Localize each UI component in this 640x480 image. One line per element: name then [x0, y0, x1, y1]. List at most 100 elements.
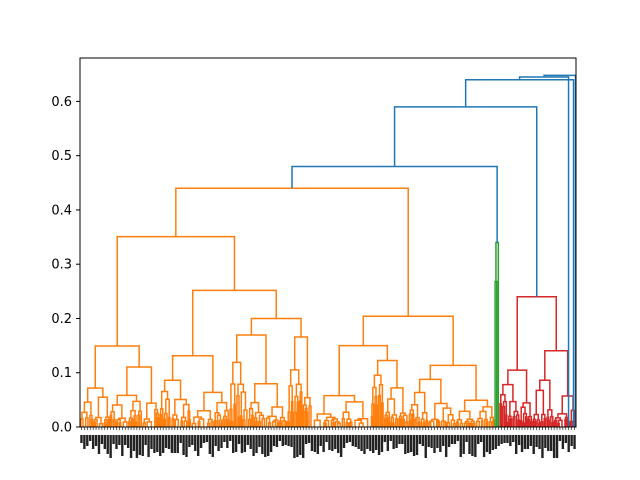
dendrogram-link-242	[499, 403, 503, 427]
leaf-label-167	[567, 435, 570, 452]
dendrogram-link-184	[399, 412, 406, 417]
dendrogram-link-0	[80, 418, 84, 427]
leaf-label-105	[386, 435, 390, 451]
leaf-label-123	[439, 435, 442, 452]
leaf-label-14	[121, 435, 124, 456]
dendrogram-link-122	[296, 401, 299, 427]
dendrogram-link-282	[553, 419, 558, 427]
leaf-label-97	[363, 435, 366, 454]
leaf-label-71	[287, 435, 290, 446]
leaf-label-61	[258, 435, 261, 447]
dendrogram-link-297	[516, 296, 557, 371]
leaf-label-68	[278, 435, 282, 441]
dendrogram-link-95	[251, 414, 254, 427]
dendrogram-link-147	[325, 416, 336, 421]
leaf-label-120	[430, 435, 433, 448]
dendrogram-link-142	[332, 422, 335, 427]
leaf-label-35	[182, 435, 185, 455]
leaf-label-51	[229, 435, 232, 441]
leaf-label-128	[453, 435, 457, 444]
leaf-label-111	[404, 435, 407, 454]
dendrogram-link-243	[502, 405, 506, 427]
leaf-label-126	[447, 435, 451, 447]
dendrogram-link-253	[513, 410, 519, 417]
leaf-label-151	[520, 435, 524, 452]
leaf-label-150	[517, 435, 521, 445]
dendrogram-link-233	[492, 419, 495, 427]
dendrogram-link-270	[533, 413, 539, 421]
dendrogram-link-176	[394, 418, 399, 427]
dendrogram-link-219	[467, 422, 471, 427]
dendrogram-link-78	[224, 409, 229, 421]
dendrogram-link-256	[519, 420, 523, 427]
dendrogram-link-45	[159, 408, 164, 427]
leaf-label-125	[444, 435, 448, 457]
dendrogram-link-188	[409, 419, 413, 427]
dendrogram-link-244	[504, 414, 508, 427]
leaf-label-40	[196, 435, 200, 456]
leaf-label-74	[296, 435, 299, 457]
leaf-label-93	[351, 435, 354, 446]
dendrogram-link-215	[455, 421, 459, 427]
dendrogram-link-158	[345, 401, 364, 419]
y-tick-label-5: 0.5	[51, 149, 72, 164]
leaf-label-43	[205, 435, 209, 442]
dendrogram-link-55	[183, 420, 188, 427]
leaf-label-56	[243, 435, 247, 452]
leaf-label-81	[316, 435, 319, 454]
leaf-label-21	[141, 435, 144, 456]
leaf-label-69	[281, 435, 284, 446]
leaf-label-60	[255, 435, 258, 453]
dendrogram-link-139	[324, 422, 327, 427]
dendrogram-link-290	[568, 422, 572, 427]
dendrogram-link-152	[348, 421, 353, 427]
leaf-label-124	[442, 435, 445, 446]
dendrogram-link-15	[86, 387, 104, 403]
dendrogram-link-286	[564, 418, 567, 427]
dendrogram-link-278	[550, 415, 554, 427]
dendrogram-link-73	[216, 414, 222, 427]
leaf-label-22	[144, 435, 147, 445]
leaf-label-121	[433, 435, 436, 453]
leaf-label-46	[214, 435, 217, 446]
leaf-label-134	[471, 435, 474, 456]
leaf-label-143	[497, 435, 500, 446]
dendrogram-link-268	[538, 422, 541, 427]
dendrogram-link-210	[450, 419, 456, 427]
leaf-label-146	[506, 435, 509, 443]
leaf-label-45	[211, 435, 214, 457]
dendrogram-link-189	[408, 413, 412, 427]
dendrogram-link-201	[428, 421, 432, 427]
leaf-label-64	[266, 435, 270, 456]
leaf-label-83	[322, 435, 325, 452]
dendrogram-link-130	[304, 407, 308, 427]
dendrogram-link-206	[443, 421, 447, 427]
leaf-label-109	[398, 435, 401, 444]
leaf-label-129	[456, 435, 460, 441]
dendrogram-link-200	[413, 391, 426, 413]
leaf-label-47	[217, 435, 220, 451]
leaf-label-26	[156, 435, 159, 452]
dendrogram-link-281	[553, 421, 556, 427]
leaf-label-162	[552, 435, 556, 458]
leaf-label-86	[331, 435, 334, 451]
dendrogram-link-112	[282, 420, 287, 427]
dendrogram-link-72	[218, 419, 223, 427]
dendrogram-link-214	[418, 378, 442, 404]
dendrogram-link-257	[522, 422, 525, 427]
dendrogram-link-260	[520, 406, 526, 421]
leaf-label-6	[97, 435, 101, 454]
dendrogram-link-9	[95, 416, 102, 424]
dendrogram-link-254	[509, 400, 517, 417]
dendrogram-link-174	[391, 422, 395, 427]
dendrogram-link-58	[187, 410, 191, 427]
dendrogram-link-140	[323, 421, 327, 427]
dendrogram-link-119	[290, 400, 294, 427]
leaf-label-29	[164, 435, 168, 448]
dendrogram-link-19	[115, 421, 119, 427]
leaf-label-155	[532, 435, 535, 454]
dendrogram-link-190	[411, 413, 415, 427]
dendrogram-link-137	[116, 235, 236, 346]
dendrogram-link-141	[324, 419, 330, 427]
leaf-label-99	[369, 435, 372, 451]
